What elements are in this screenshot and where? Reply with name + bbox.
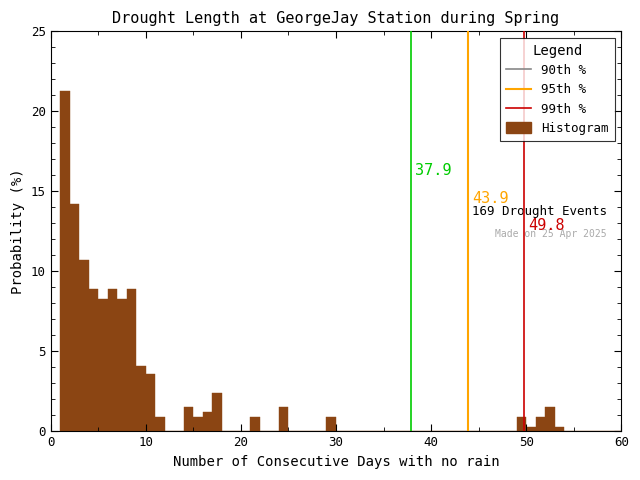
Y-axis label: Probability (%): Probability (%)	[11, 168, 25, 294]
Bar	[127, 289, 136, 432]
Text: 43.9: 43.9	[472, 191, 509, 205]
Bar	[212, 393, 222, 432]
Bar	[117, 299, 127, 432]
Bar	[184, 408, 193, 432]
Bar	[79, 260, 88, 432]
Title: Drought Length at GeorgeJay Station during Spring: Drought Length at GeorgeJay Station duri…	[113, 11, 559, 26]
Text: 37.9: 37.9	[415, 164, 451, 179]
Bar	[88, 289, 98, 432]
X-axis label: Number of Consecutive Days with no rain: Number of Consecutive Days with no rain	[173, 455, 499, 469]
Text: 169 Drought Events: 169 Drought Events	[472, 205, 607, 218]
Text: Made on 25 Apr 2025: Made on 25 Apr 2025	[495, 229, 607, 240]
Legend: 90th %, 95th %, 99th %, Histogram: 90th %, 95th %, 99th %, Histogram	[500, 38, 615, 141]
Bar	[250, 417, 260, 432]
Bar	[536, 417, 545, 432]
Text: 49.8: 49.8	[528, 218, 564, 233]
Bar	[98, 299, 108, 432]
Bar	[136, 366, 146, 432]
Bar	[326, 417, 336, 432]
Bar	[545, 408, 555, 432]
Bar	[526, 427, 536, 432]
Bar	[193, 417, 203, 432]
Bar	[70, 204, 79, 432]
Bar	[555, 427, 564, 432]
Bar	[108, 289, 117, 432]
Bar	[279, 408, 289, 432]
Bar	[146, 374, 155, 432]
Bar	[516, 417, 526, 432]
Bar	[203, 412, 212, 432]
Bar	[155, 417, 164, 432]
Bar	[60, 91, 70, 432]
